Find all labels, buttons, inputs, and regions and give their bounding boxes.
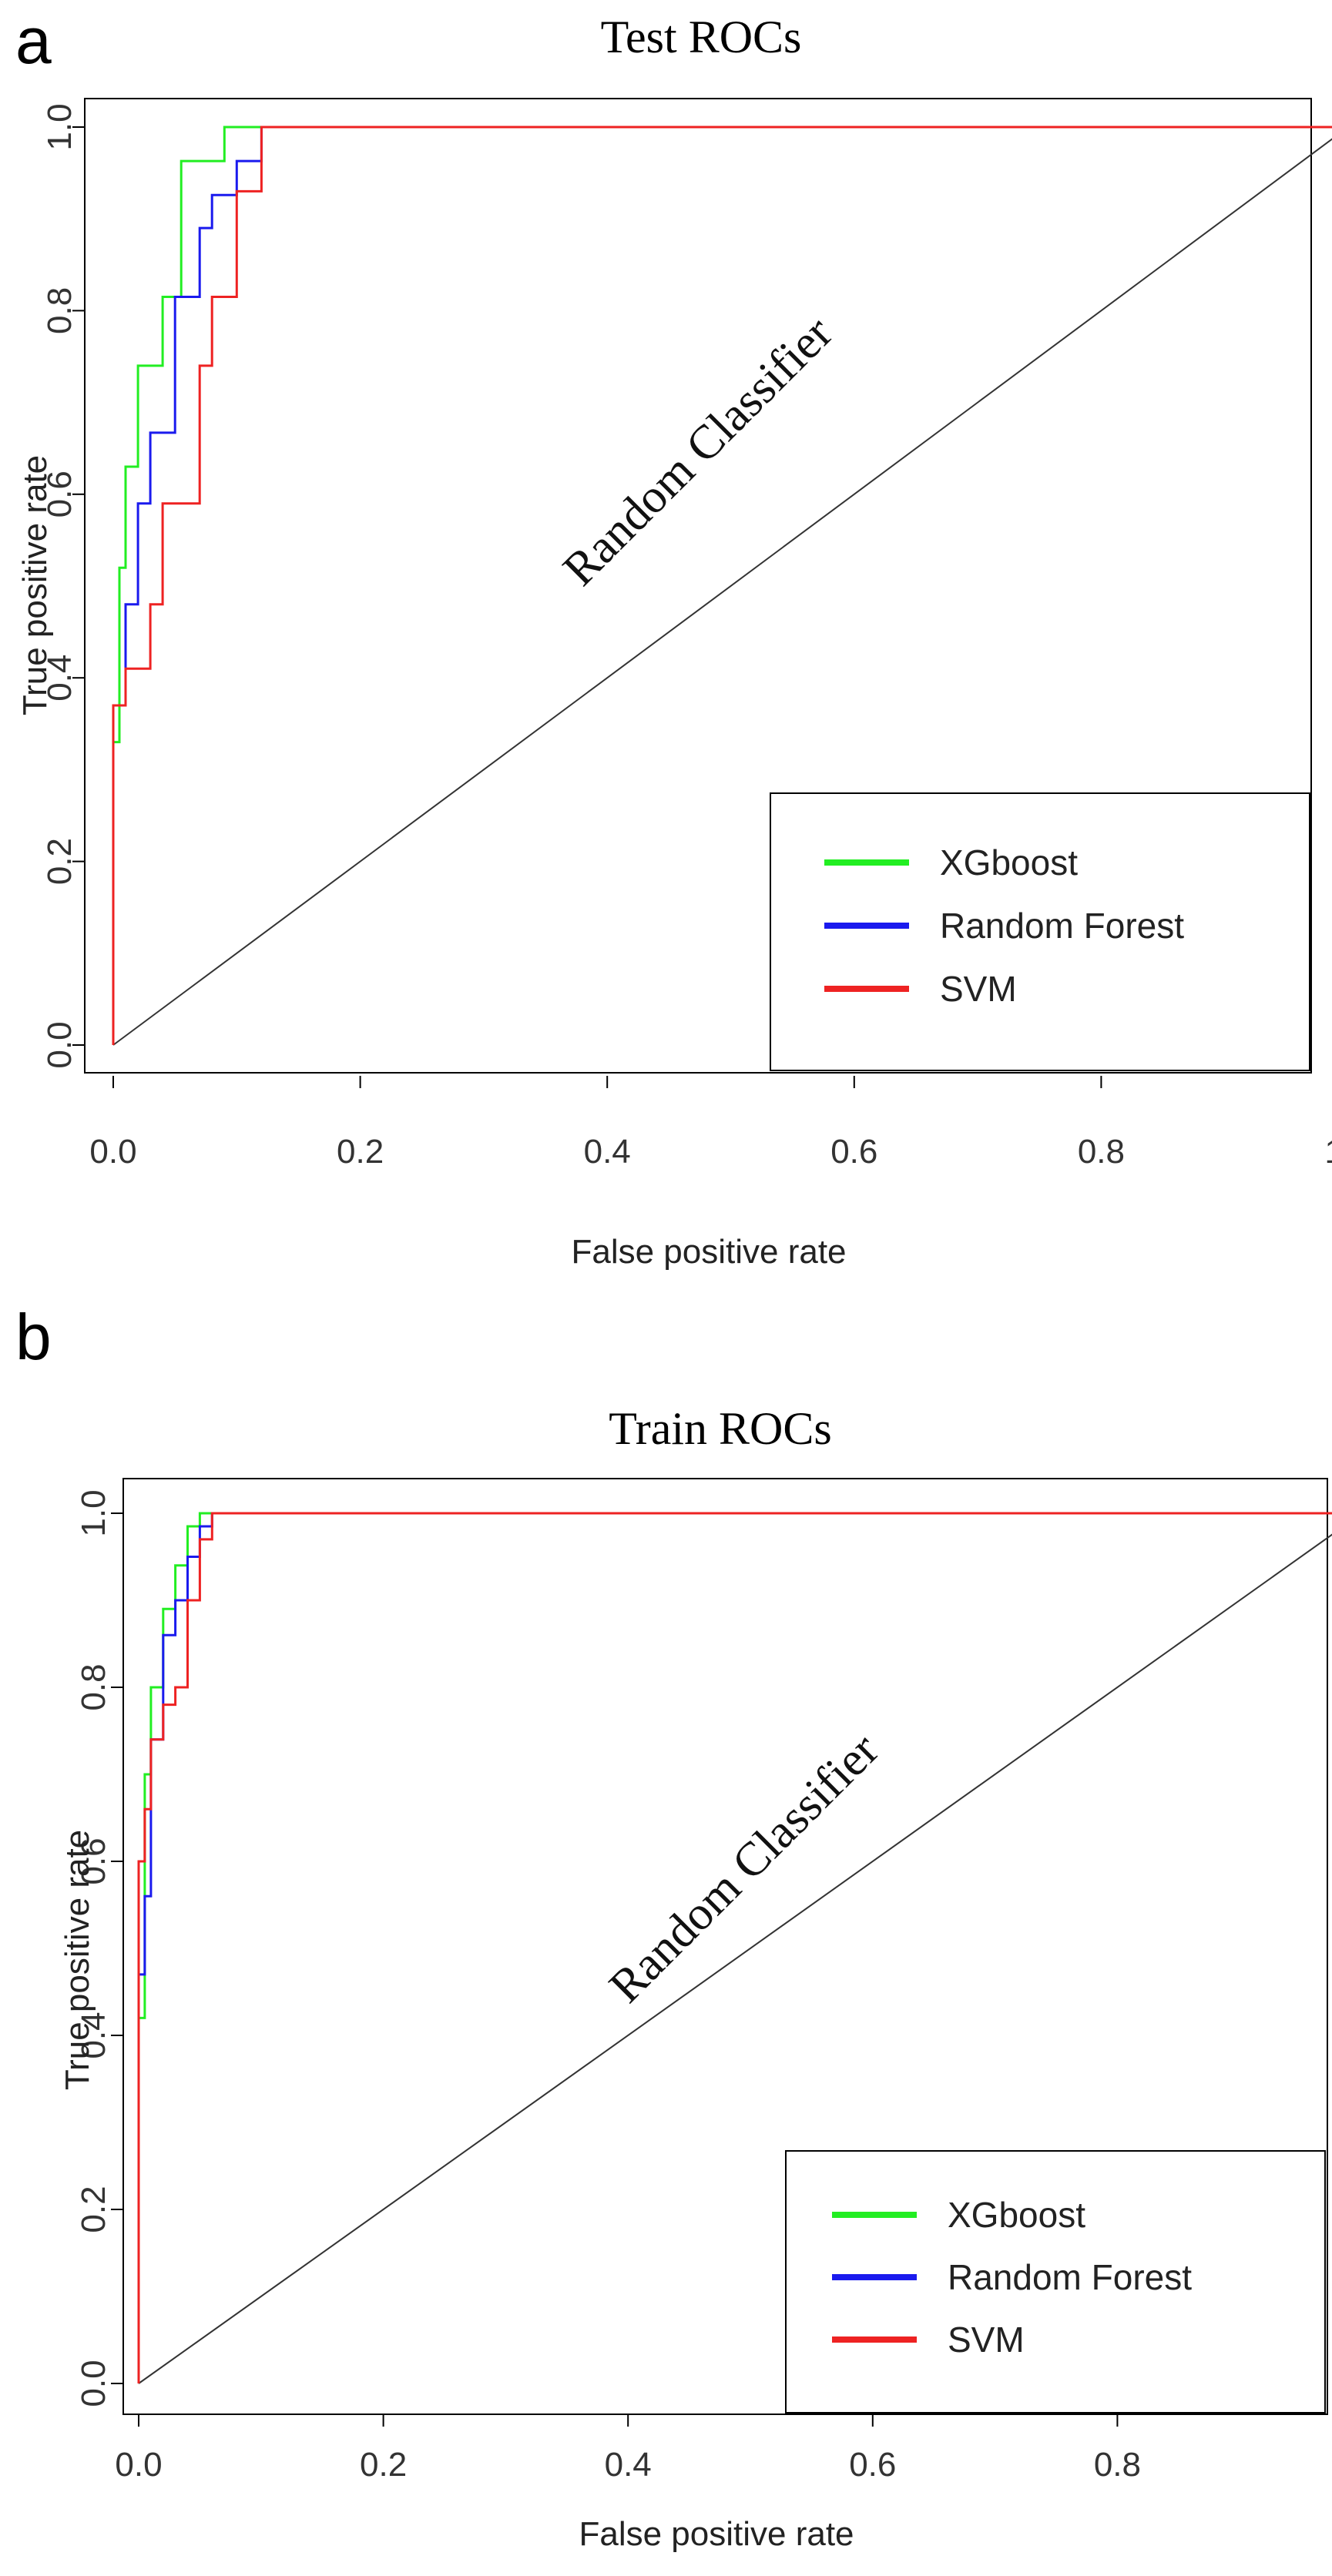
panel-b-random-classifier-label: Random Classifier: [599, 1723, 889, 2013]
panel-a-legend: [770, 792, 1310, 1071]
panel-b-x-tick-label: 0.8: [1094, 2446, 1141, 2484]
panel-a-y-tick-label: 0.2: [41, 838, 79, 885]
panel-a-legend-xgboost-label: XGboost: [940, 842, 1078, 883]
panel-a-series-xgboost: [112, 126, 1332, 1045]
panel-b-y-tick-label: 1.0: [75, 1489, 112, 1536]
panel-a-x-ticks: 0.0 0.2 0.4 0.6 0.8 1.0: [89, 1076, 1332, 1171]
panel-a-x-tick-label: 0.4: [584, 1133, 631, 1171]
panel-a-y-tick-label: 0.6: [41, 471, 79, 518]
panel-a-y-tick-label: 0.4: [41, 655, 79, 702]
panel-a-x-tick-label: 0.2: [337, 1133, 384, 1171]
panel-b-x-tick-label: 0.2: [360, 2446, 407, 2484]
panel-b-legend-random-forest-label: Random Forest: [948, 2257, 1192, 2297]
panel-a-x-tick-label: 1.0: [1324, 1133, 1332, 1171]
panel-b-y-tick-label: 0.0: [75, 2360, 112, 2407]
panel-b-letter: b: [15, 1301, 52, 1373]
panel-b: b Train ROCs 0.00.20.40.60.81.0 0.0 0.2 0.…: [15, 1301, 1332, 2553]
panel-b-x-tick-label: 0.0: [115, 2446, 162, 2484]
panel-b-plot-frame: [122, 1478, 1328, 2415]
panel-a-series-random-forest: [112, 126, 1332, 1045]
panel-b-x-tick-label: 0.4: [605, 2446, 652, 2484]
panel-a-random-classifier-line: [112, 138, 1332, 1046]
panel-a-y-tick-label: 0.0: [41, 1021, 79, 1068]
panel-b-series-random-forest: [137, 1512, 1332, 2383]
panel-b-legend: [785, 2150, 1326, 2414]
panel-b-y-ticks: 0.0 0.2 0.4 0.6 0.8 1.0: [75, 1489, 123, 2407]
panel-b-y-axis-label: True positive rate: [59, 1830, 96, 2090]
panel-a-x-tick-label: 0.6: [830, 1133, 877, 1171]
panel-b-series: [137, 1512, 1332, 2383]
panel-b-y-tick-label: 0.2: [75, 2186, 112, 2233]
panel-a-title: Test ROCs: [601, 12, 802, 62]
panel-a-y-ticks: 0.0 0.2 0.4 0.6 0.8 1.0: [41, 103, 85, 1069]
panel-b-title: Train ROCs: [609, 1403, 832, 1454]
panel-a-legend-svm-label: SVM: [940, 969, 1017, 1009]
panel-a-letter: a: [15, 5, 52, 77]
panel-b-y-tick-label: 0.6: [75, 1837, 112, 1884]
panel-b-random-classifier-line: [138, 1533, 1332, 2384]
panel-a-x-tick-label: 0.8: [1078, 1133, 1125, 1171]
panel-a-plot-frame: [84, 98, 1312, 1074]
panel-b-x-ticks: 0.00.20.40.60.81.0: [115, 2414, 1141, 2484]
panel-a-y-tick-label: 0.8: [41, 287, 79, 334]
panel-a-series: [112, 126, 1332, 1045]
panel-a-y-tick-label: 1.0: [41, 103, 79, 150]
panel-a-x-tick-label: 0.0: [89, 1133, 136, 1171]
panel-a-y-axis-label: True positive rate: [16, 455, 54, 715]
panel-a-random-classifier-label: Random Classifier: [553, 307, 843, 596]
panel-b-y-tick-label: 0.4: [75, 2012, 112, 2058]
panel-b-legend-xgboost-label: XGboost: [948, 2195, 1085, 2235]
panel-a-legend-random-forest-label: Random Forest: [940, 906, 1184, 946]
panel-b-legend-svm-label: SVM: [948, 2320, 1025, 2360]
panel-a: a Test ROCs 0.0 0.2 0.4 0.6 0.8 1.0 0.0 0.2 0.4…: [15, 5, 1332, 1271]
panel-a-x-axis-label: False positive rate: [571, 1233, 846, 1271]
panel-a-series-svm: [112, 126, 1332, 1045]
panel-b-x-tick-label: 0.6: [849, 2446, 896, 2484]
panel-b-y-tick-label: 0.8: [75, 1663, 112, 1710]
panel-b-series-svm: [137, 1512, 1332, 2383]
panel-b-x-axis-label: False positive rate: [579, 2515, 854, 2553]
